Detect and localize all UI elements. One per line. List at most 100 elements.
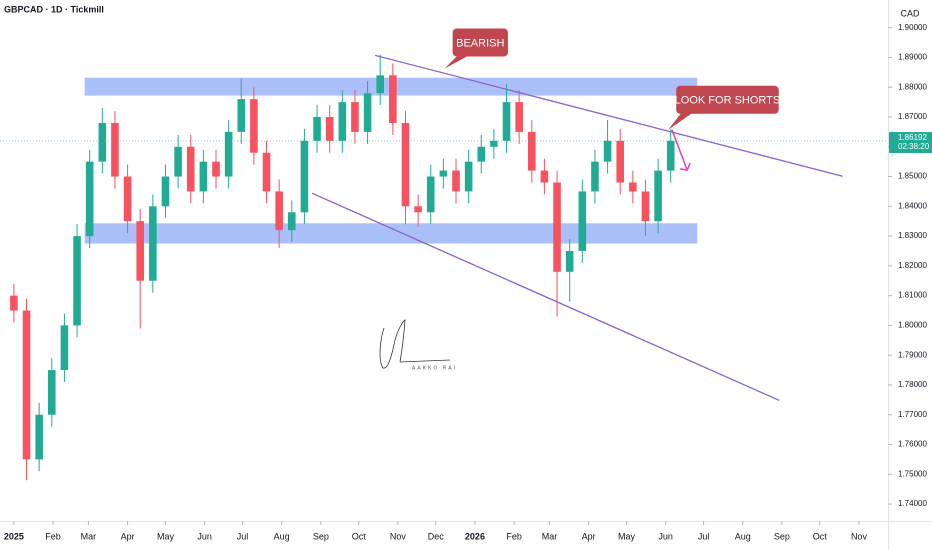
callout: BEARISH (444, 28, 508, 69)
candle-body (654, 170, 662, 222)
candle-body (641, 191, 650, 222)
y-tick-label: 1.88000 (898, 82, 927, 91)
candle-body (149, 206, 157, 281)
y-tick-label: 1.76000 (898, 440, 927, 449)
candle-body (98, 122, 107, 162)
candle-body (389, 75, 397, 123)
x-tick-label: Dec (428, 531, 445, 541)
support-resistance-zone (84, 223, 698, 244)
candle-body (199, 161, 208, 192)
candle-body (237, 99, 246, 132)
x-tick-label: Feb (45, 531, 61, 541)
candle-body (477, 146, 486, 162)
candle-body (464, 161, 473, 192)
x-tick-label: 2025 (4, 531, 24, 541)
candle-body (262, 152, 271, 192)
candle-body (288, 212, 296, 231)
y-tick-label: 1.80000 (898, 321, 927, 330)
x-tick-label: Sep (774, 531, 790, 541)
candle-body (502, 102, 511, 141)
candle-body (136, 221, 144, 281)
last-price-box (889, 132, 932, 154)
x-tick-label: Oct (352, 531, 367, 541)
x-tick-label: Mar (81, 531, 97, 541)
y-tick-label: 1.74000 (898, 499, 927, 508)
candle-body (123, 176, 132, 222)
x-tick-label: Jun (658, 531, 673, 541)
candle-body (591, 161, 599, 192)
x-tick-label: Feb (506, 531, 522, 541)
candle-body (401, 122, 410, 207)
x-tick-label: Apr (582, 531, 596, 541)
arrow-shaft (671, 129, 688, 171)
candle-body (351, 102, 359, 132)
x-tick-label: Jul (237, 531, 249, 541)
callout-box (452, 28, 508, 57)
candle-body (111, 122, 119, 177)
x-tick-label: Aug (274, 531, 290, 541)
candle-body (578, 191, 587, 251)
candle-body (540, 170, 549, 183)
x-tick-label: Nov (851, 531, 868, 541)
x-tick-label: Nov (390, 531, 407, 541)
y-tick-label: 1.78000 (898, 380, 927, 389)
callout-pointer (668, 111, 695, 130)
candle-body (60, 325, 69, 371)
candle-body (300, 140, 309, 213)
y-tick-label: 1.87000 (898, 112, 927, 121)
candle-body (250, 99, 258, 153)
candle-body (565, 250, 574, 272)
y-tick-label: 1.89000 (898, 53, 927, 62)
y-tick-label: 1.83000 (898, 231, 927, 240)
candle-body (325, 117, 334, 141)
candle-body (10, 295, 18, 311)
countdown-label: 02:38:20 (898, 142, 930, 151)
candle-body (174, 146, 182, 177)
candle-body (363, 93, 372, 132)
callout-text: LOOK FOR SHORTS (675, 95, 781, 107)
candle-body (338, 102, 347, 141)
callout-text: BEARISH (456, 37, 504, 49)
y-tick-label: 1.90000 (898, 23, 927, 32)
candle-body (376, 75, 384, 94)
candle-body (553, 182, 561, 272)
candle-body (48, 370, 56, 415)
candle-body (616, 140, 624, 183)
last-price-label: 1.86192 (898, 133, 927, 142)
candle-body (528, 131, 536, 171)
watermark: AAKKO RAI (412, 365, 457, 371)
x-tick-label: May (618, 531, 636, 541)
x-tick-label: Jul (698, 531, 710, 541)
y-tick-label: 1.77000 (898, 410, 927, 419)
candle-body (85, 161, 94, 237)
candle-body (275, 191, 283, 231)
x-tick-label: May (157, 531, 175, 541)
candle-body (212, 161, 220, 177)
candle-body (22, 310, 31, 460)
chart-title: GBPCAD · 1D · Tickmill (4, 4, 104, 14)
signature-stroke (379, 319, 451, 369)
candle-body (603, 140, 612, 162)
candle-body (426, 176, 435, 213)
y-tick-label: 1.84000 (898, 201, 927, 210)
x-tick-label: Sep (313, 531, 329, 541)
trendline (311, 192, 780, 402)
candle-body (186, 146, 195, 192)
y-tick-label: 1.79000 (898, 350, 927, 359)
candle-body (439, 170, 448, 177)
x-tick-label: Oct (813, 531, 828, 541)
candle-body (515, 102, 523, 132)
x-tick-label: Apr (121, 531, 135, 541)
candles (10, 54, 675, 481)
signature (379, 319, 451, 369)
y-tick-label: 1.75000 (898, 469, 927, 478)
candle-body (629, 182, 637, 192)
y-tick-label: 1.81000 (898, 291, 927, 300)
callout-pointer (444, 54, 471, 69)
currency-label: CAD (900, 8, 920, 18)
callout: LOOK FOR SHORTS (668, 85, 781, 130)
candle-body (35, 414, 43, 460)
y-tick-label: 1.85000 (898, 172, 927, 181)
